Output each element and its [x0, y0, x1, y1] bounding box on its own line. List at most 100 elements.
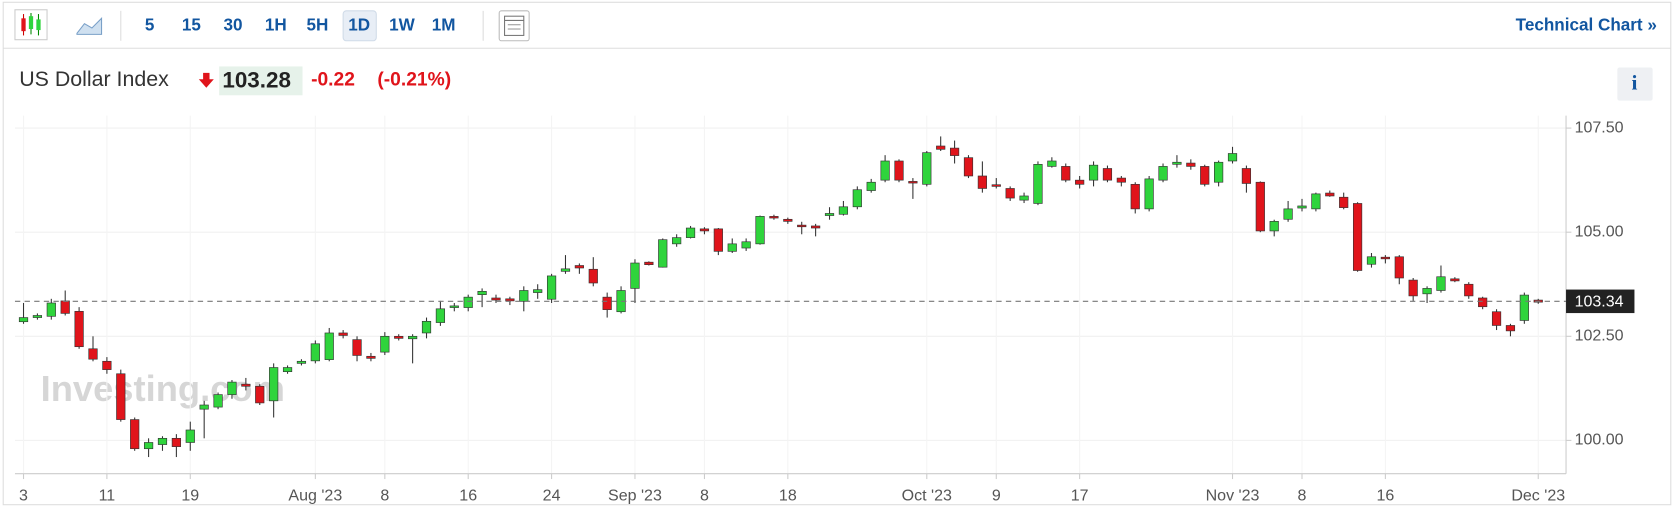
info-icon[interactable]: i	[1631, 71, 1637, 95]
candle-body	[352, 339, 362, 356]
candle-body	[227, 381, 237, 395]
candle-body	[546, 275, 557, 300]
candle-body	[1325, 192, 1335, 197]
candle-body	[644, 261, 654, 265]
icon-body	[28, 16, 34, 30]
candle-body	[74, 310, 84, 348]
x-tick-label: 16	[1376, 486, 1394, 504]
interval-button[interactable]: 30	[224, 15, 243, 34]
layout-icon[interactable]	[498, 10, 530, 42]
x-tick-label: 11	[99, 486, 116, 504]
interval-button[interactable]: 1W	[389, 15, 416, 34]
candle-body	[1088, 164, 1099, 181]
interval-button[interactable]: 1H	[265, 15, 287, 34]
x-tick-label: 24	[543, 486, 561, 504]
candle-body	[699, 228, 710, 232]
interval-button[interactable]: 1D	[348, 15, 370, 34]
icon-inner	[504, 15, 525, 36]
price-bg	[219, 66, 303, 96]
x-tick-label: Nov '23	[1206, 486, 1260, 504]
candle-body	[199, 404, 209, 410]
candle-body	[1464, 283, 1474, 297]
candle-body	[838, 206, 849, 215]
candle-body	[1339, 196, 1349, 208]
area-icon[interactable]	[76, 17, 103, 35]
candle-body	[324, 332, 334, 360]
y-tick-label: 107.50	[1575, 118, 1624, 136]
candle-body	[185, 429, 195, 443]
candle-body	[1033, 164, 1043, 204]
candle-body	[574, 265, 584, 269]
candle-body	[421, 320, 432, 334]
candle-body	[672, 237, 682, 245]
candle-body	[658, 239, 668, 268]
candle-body	[519, 290, 529, 302]
candle-body	[685, 227, 696, 238]
candle-body	[908, 181, 918, 184]
candle-body	[241, 383, 251, 387]
candle-body	[130, 419, 140, 450]
candle-body	[1491, 311, 1502, 326]
candle-body	[727, 243, 737, 252]
interval-button[interactable]: 1M	[432, 15, 456, 34]
x-tick-label: 18	[779, 486, 797, 504]
candle-body	[1394, 256, 1404, 279]
candle-body	[102, 360, 112, 370]
info-button[interactable]	[1617, 67, 1653, 101]
candle-body	[143, 442, 154, 450]
interval-button[interactable]: 15	[182, 15, 202, 34]
candle-body	[991, 184, 1001, 187]
candle-body	[1005, 188, 1015, 199]
candle-body	[977, 175, 987, 189]
candle-body	[824, 213, 835, 216]
candle-body	[282, 367, 293, 373]
candle-body	[435, 308, 446, 323]
candle-body	[560, 268, 571, 272]
candle-body	[602, 296, 612, 310]
candle-body	[852, 189, 862, 208]
candle-body	[811, 225, 821, 229]
candle-body	[713, 228, 723, 252]
candle-body	[366, 355, 376, 359]
candle-body	[449, 305, 459, 308]
price-change-pct: (-0.21%)	[377, 69, 451, 90]
candle-body	[1450, 278, 1460, 282]
candle-body	[866, 181, 876, 191]
candle-body	[18, 317, 29, 323]
icon-frame[interactable]	[498, 10, 530, 42]
selected-interval-bg	[342, 10, 377, 42]
instrument-title: US Dollar Index	[19, 67, 169, 91]
candle-icon[interactable]	[14, 9, 48, 41]
candle-body	[894, 160, 904, 181]
x-tick-label: 8	[1298, 486, 1307, 504]
x-tick-label: Dec '23	[1511, 486, 1565, 504]
candle-body	[255, 385, 265, 404]
candle-body	[296, 360, 307, 364]
interval-button[interactable]: 5H	[307, 15, 329, 34]
candle-body	[741, 241, 751, 249]
candle-body	[1283, 208, 1293, 220]
watermark: Investing.com	[41, 368, 285, 409]
candle-body	[922, 152, 932, 185]
candle-body	[1200, 166, 1210, 185]
technical-chart-link[interactable]: Technical Chart »	[1516, 15, 1657, 34]
x-tick-label: Oct '23	[902, 486, 952, 504]
y-tick-label: 100.00	[1575, 431, 1624, 449]
candle-body	[1505, 325, 1516, 332]
candle-body	[1297, 205, 1307, 209]
candle-body	[1241, 168, 1252, 184]
candle-body	[963, 157, 974, 177]
interval-button[interactable]: 5	[145, 15, 155, 34]
last-price: 103.28	[222, 67, 291, 92]
candle-body	[1172, 161, 1182, 165]
last-price-label: 103.34	[1575, 293, 1624, 311]
candle-body	[630, 262, 640, 289]
candle-body	[1047, 160, 1057, 167]
candle-body	[338, 332, 348, 336]
candle-body	[936, 145, 946, 150]
candle-body	[269, 367, 279, 402]
candle-body	[463, 296, 473, 308]
candle-body	[1116, 177, 1126, 183]
candle-body	[533, 289, 543, 293]
